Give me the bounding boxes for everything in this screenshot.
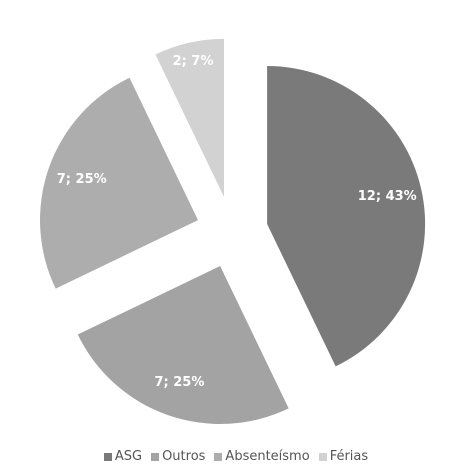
pie-slices xyxy=(40,38,426,424)
data-label-asg: 12; 43% xyxy=(358,189,417,204)
legend-label-absenteismo: Absenteísmo xyxy=(225,449,310,464)
legend-item-outros: Outros xyxy=(151,449,205,464)
data-label-absenteismo: 7; 25% xyxy=(57,172,107,187)
legend-label-outros: Outros xyxy=(162,449,206,464)
legend-swatch-outros xyxy=(151,452,160,461)
legend-swatch-asg xyxy=(103,452,112,461)
legend-swatch-ferias xyxy=(318,452,327,461)
pie-slice-ferias xyxy=(155,38,224,197)
pie-slice-asg xyxy=(267,65,426,367)
legend-item-absenteismo: Absenteísmo xyxy=(214,449,310,464)
chart-legend: ASG Outros Absenteísmo Férias xyxy=(0,449,472,464)
data-label-ferias: 2; 7% xyxy=(173,54,214,69)
pie-slice-outros xyxy=(77,265,289,424)
legend-label-asg: ASG xyxy=(114,449,143,464)
legend-swatch-absenteismo xyxy=(214,452,223,461)
pie-slice-absenteismo xyxy=(40,77,199,289)
data-label-outros: 7; 25% xyxy=(154,375,204,390)
legend-item-asg: ASG xyxy=(103,449,143,464)
legend-label-ferias: Férias xyxy=(329,449,369,464)
pie-data-labels: 12; 43% 7; 25% 7; 25% 2; 7% xyxy=(57,54,417,390)
legend-item-ferias: Férias xyxy=(318,449,369,464)
